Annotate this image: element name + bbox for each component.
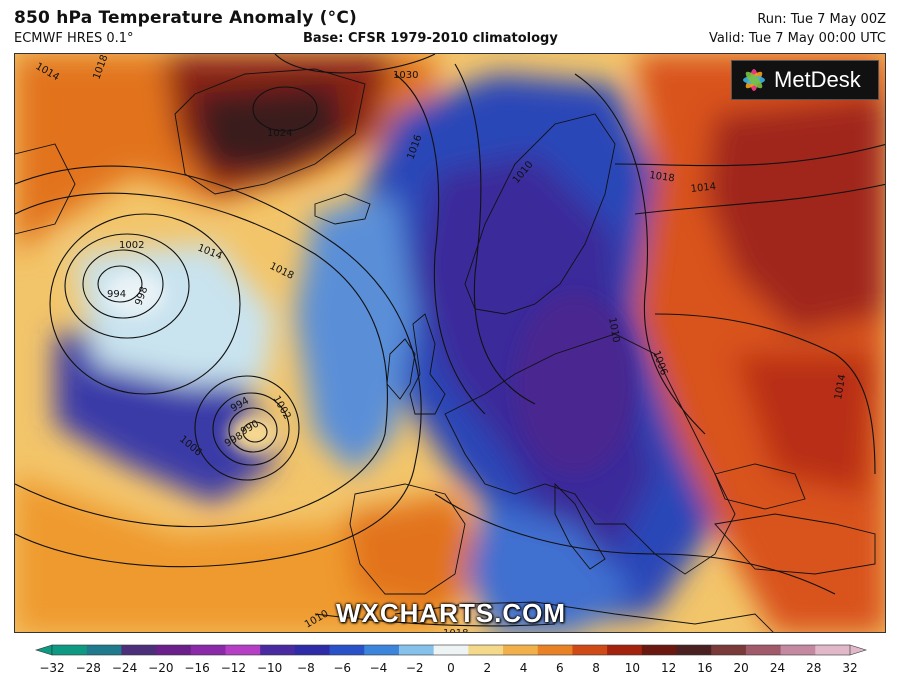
colorbar-swatch	[294, 645, 331, 655]
colorbar-min-arrow	[34, 644, 53, 656]
colorbar-tick-label: −32	[39, 661, 64, 675]
colorbar-tick-label: 10	[625, 661, 640, 675]
anomaly-field	[15, 54, 885, 632]
colorbar-border	[51, 644, 851, 656]
map-canvas: 1014 1018 1030 1024 1016 1002 994 998 10…	[15, 54, 885, 633]
isobar-label: 1030	[393, 70, 418, 81]
chart-header: 850 hPa Temperature Anomaly (°C) ECMWF H…	[0, 0, 900, 52]
colorbar-swatch	[329, 645, 365, 655]
colorbar-tick-label: −12	[221, 661, 246, 675]
colorbar-swatch	[156, 645, 192, 655]
colorbar-tick-label: −2	[406, 661, 424, 675]
colorbar-tick-label: 20	[734, 661, 749, 675]
colorbar-tick-label: −20	[148, 661, 173, 675]
anomaly-map: 1014 1018 1030 1024 1016 1002 994 998 10…	[14, 53, 886, 633]
climatology-base-label: Base: CFSR 1979-2010 climatology	[303, 31, 558, 46]
colorbar-swatch	[364, 645, 400, 655]
isobar-label: 1002	[119, 240, 144, 251]
colorbar-tick-label: 6	[556, 661, 564, 675]
isobar-label: 1010	[606, 317, 621, 344]
colorbar-tick-label: 28	[806, 661, 821, 675]
colorbar-swatch	[468, 645, 504, 655]
colorbar-swatch	[537, 645, 573, 655]
isobar-label: 1014	[833, 374, 848, 401]
isobar-label: 1018	[443, 628, 468, 633]
colorbar-tick-label: −8	[297, 661, 315, 675]
wxcharts-watermark: WXCHARTS.COM	[335, 598, 567, 628]
colorbar-tick-label: −24	[112, 661, 137, 675]
metdesk-logo: MetDesk	[731, 60, 879, 100]
colorbar-swatch	[86, 645, 122, 655]
colorbar-swatch	[815, 645, 851, 655]
colorbar-swatch	[433, 645, 469, 655]
metdesk-brand-name: MetDesk	[774, 67, 861, 92]
colorbar-tick-label: 24	[770, 661, 785, 675]
colorbar-swatch	[745, 645, 782, 655]
isobar-contours	[15, 54, 885, 627]
colorbar-tick-label: 16	[697, 661, 712, 675]
colorbar-swatch	[503, 645, 539, 655]
colorbar-tick-label: 0	[447, 661, 455, 675]
chart-title: 850 hPa Temperature Anomaly (°C)	[14, 8, 357, 28]
metdesk-flower-icon	[743, 69, 765, 91]
colorbar-swatch	[676, 645, 712, 655]
colorbar-max-arrow	[849, 644, 868, 656]
colorbar-swatch	[607, 645, 643, 655]
isobar-label: 994	[107, 289, 126, 300]
model-label: ECMWF HRES 0.1°	[14, 31, 134, 46]
colorbar-swatch	[225, 645, 261, 655]
colorbar-swatch	[52, 645, 88, 655]
colorbar-tick-label: −10	[257, 661, 282, 675]
colorbar-tick-label: 2	[483, 661, 491, 675]
colorbar-legend: −32 −28 −24 −20 −16 −12 −10 −8 −6 −4 −2 0 2 4 6 8 10 12 16…	[30, 642, 872, 682]
valid-time-label: Valid: Tue 7 May 00:00 UTC	[709, 31, 886, 46]
colorbar-swatch	[641, 645, 678, 655]
colorbar-tick-label: −4	[370, 661, 388, 675]
colorbar-swatch	[260, 645, 296, 655]
colorbar-swatch	[572, 645, 608, 655]
colorbar-tick-label: −16	[184, 661, 209, 675]
colorbar-tick-label: 32	[842, 661, 857, 675]
colorbar-swatch	[780, 645, 816, 655]
isobar-label: 1018	[649, 170, 676, 184]
colorbar-tick-label: −6	[333, 661, 351, 675]
coastlines	[15, 68, 876, 632]
colorbar-tick-label: −28	[76, 661, 101, 675]
colorbar-swatch	[121, 645, 157, 655]
isobar-label: 1014	[690, 181, 716, 195]
colorbar-canvas: −32 −28 −24 −20 −16 −12 −10 −8 −6 −4 −2 0 2 4 6 8 10 12 16…	[34, 644, 868, 675]
run-time-label: Run: Tue 7 May 00Z	[757, 12, 886, 27]
colorbar-swatch	[711, 645, 747, 655]
colorbar-swatch	[398, 645, 435, 655]
colorbar-tick-label: 12	[661, 661, 676, 675]
colorbar-swatch	[190, 645, 226, 655]
colorbar-tick-label: 8	[592, 661, 600, 675]
isobar-label: 1024	[267, 128, 292, 139]
colorbar-tick-label: 4	[520, 661, 528, 675]
